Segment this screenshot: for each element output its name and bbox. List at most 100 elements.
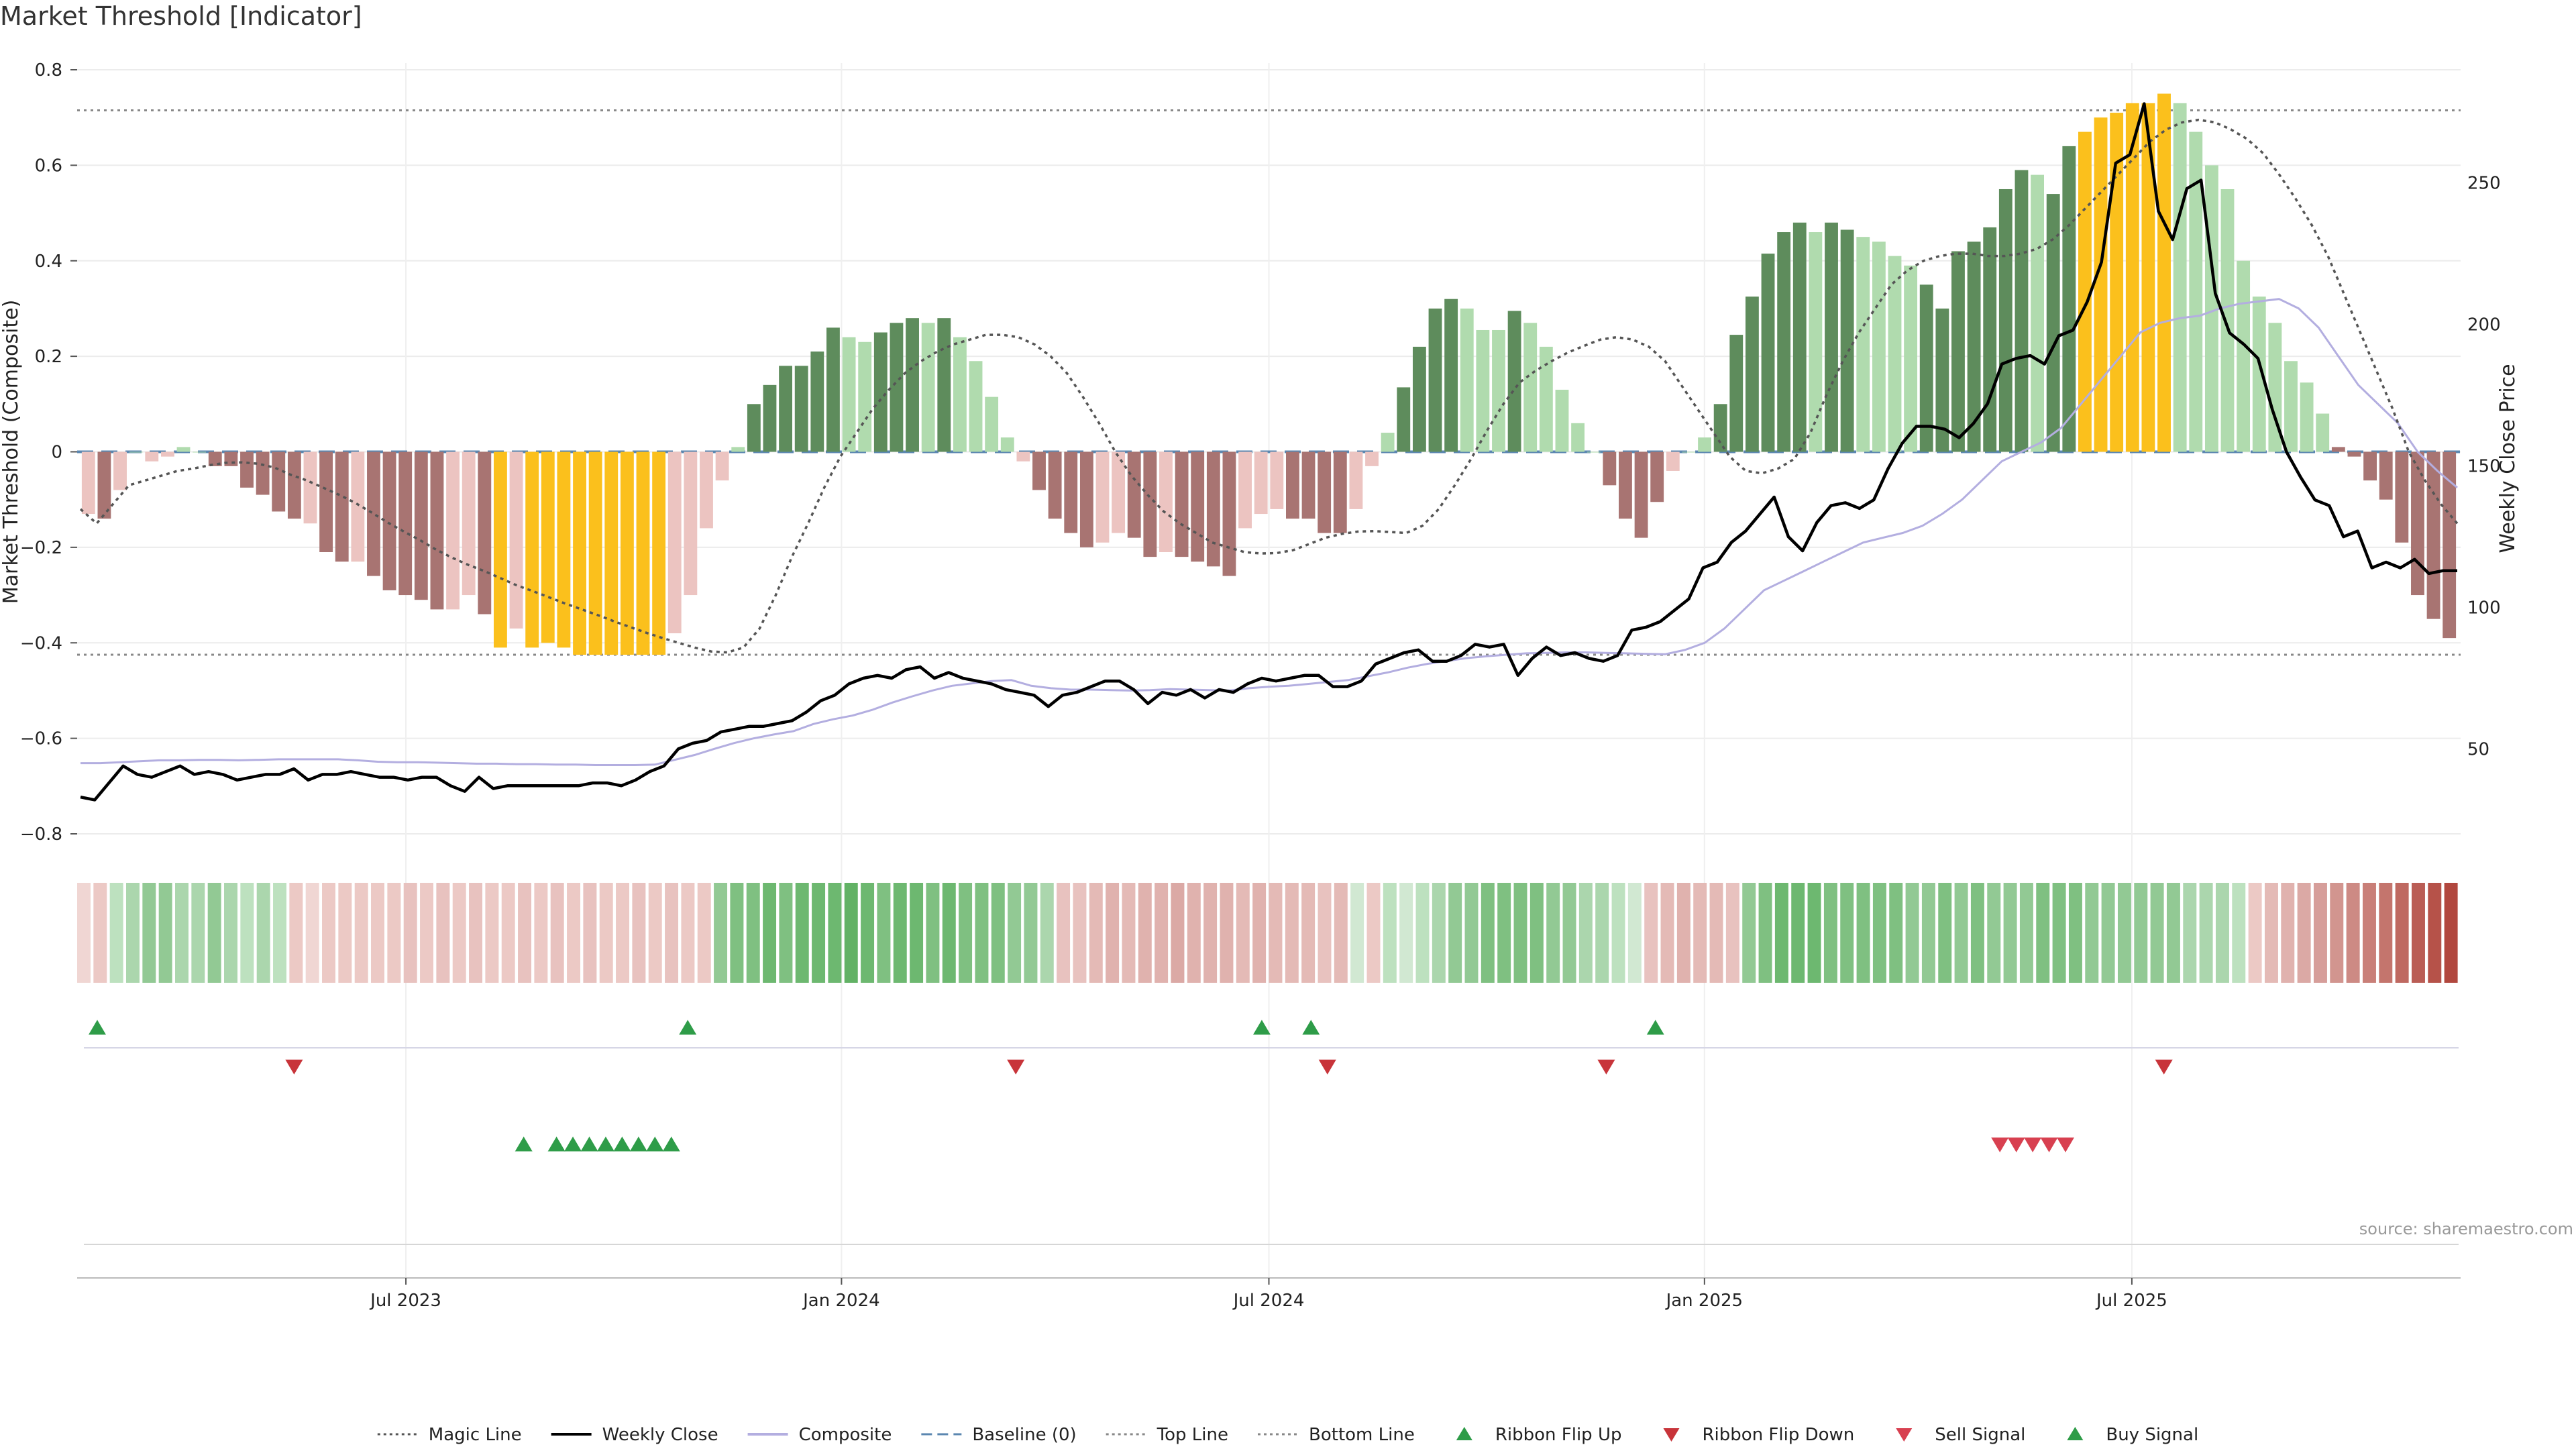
ribbon-cell bbox=[812, 883, 826, 983]
composite-bar bbox=[1079, 451, 1093, 547]
composite-bar bbox=[1555, 389, 1569, 452]
composite-bar bbox=[1016, 451, 1030, 462]
ribbon-cell bbox=[1627, 883, 1642, 983]
composite-bar bbox=[1523, 323, 1538, 452]
ribbon-flip-up-marker bbox=[1252, 1020, 1271, 1035]
ribbon-cell bbox=[1383, 883, 1397, 983]
ribbon-cell bbox=[1611, 883, 1625, 983]
ribbon-cell bbox=[2444, 883, 2458, 983]
composite-bar bbox=[794, 366, 808, 452]
legend-item-magic-line: Magic Line bbox=[377, 1425, 522, 1445]
composite-bar bbox=[1191, 451, 1205, 562]
ribbon-cell bbox=[2085, 883, 2099, 983]
composite-bar bbox=[1729, 335, 1743, 452]
ribbon-cell bbox=[1497, 883, 1511, 983]
composite-bar bbox=[858, 341, 872, 452]
legend-label: Ribbon Flip Up bbox=[1495, 1425, 1622, 1445]
ribbon-cell bbox=[1252, 883, 1267, 983]
ribbon-cell bbox=[1954, 883, 1968, 983]
y-right-tick-label: 250 bbox=[2467, 174, 2501, 194]
composite-bar bbox=[430, 451, 444, 610]
y-left-tick-label: 0.6 bbox=[35, 156, 62, 176]
composite-bar bbox=[176, 447, 191, 452]
ribbon-cell bbox=[567, 883, 581, 983]
ribbon-cell bbox=[2428, 883, 2442, 983]
composite-bar bbox=[731, 447, 745, 452]
ribbon-cell bbox=[452, 883, 466, 983]
ribbon-cell bbox=[175, 883, 189, 983]
legend-label: Ribbon Flip Down bbox=[1702, 1425, 1854, 1445]
ribbon-cell bbox=[1089, 883, 1103, 983]
ribbon-cell bbox=[1155, 883, 1169, 983]
composite-bar bbox=[1840, 229, 1854, 452]
composite-bar bbox=[1333, 451, 1347, 533]
composite-bar bbox=[1301, 451, 1316, 519]
composite-bar bbox=[2411, 451, 2424, 596]
ribbon-cell bbox=[681, 883, 695, 983]
composite-bar bbox=[921, 323, 935, 452]
composite-bar bbox=[2443, 451, 2457, 639]
composite-bar bbox=[1112, 451, 1126, 533]
y-right-axis-label: Weekly Close Price bbox=[2496, 364, 2520, 553]
composite-bar bbox=[1967, 241, 1981, 452]
composite-bar bbox=[1318, 451, 1332, 533]
ribbon-cell bbox=[2281, 883, 2295, 983]
ribbon-cell bbox=[2134, 883, 2148, 983]
ribbon-cell bbox=[1236, 883, 1250, 983]
buy-signal-marker bbox=[662, 1136, 680, 1152]
ribbon-cell bbox=[1807, 883, 1821, 983]
composite-bar bbox=[557, 451, 571, 648]
ribbon-cell bbox=[926, 883, 940, 983]
ribbon-flip-up-marker bbox=[1302, 1020, 1320, 1035]
composite-bar bbox=[335, 451, 349, 562]
ribbon-cell bbox=[240, 883, 254, 983]
ribbon-cell bbox=[338, 883, 352, 983]
legend-item-composite: Composite bbox=[747, 1425, 892, 1445]
x-tick-label: Jul 2024 bbox=[1232, 1291, 1305, 1311]
composite-bar bbox=[160, 451, 174, 457]
composite-bar bbox=[1698, 437, 1711, 452]
ribbon-cell bbox=[1269, 883, 1283, 983]
ribbon-cell bbox=[1106, 883, 1120, 983]
composite-bar bbox=[1064, 451, 1078, 533]
composite-bar bbox=[810, 352, 824, 452]
composite-bar bbox=[1254, 451, 1268, 515]
legend-swatch bbox=[1456, 1427, 1472, 1440]
ribbon-cell bbox=[256, 883, 270, 983]
composite-bar bbox=[113, 451, 127, 490]
composite-bar bbox=[1428, 308, 1442, 452]
composite-bar bbox=[240, 451, 254, 488]
composite-bar bbox=[1998, 189, 2012, 452]
ribbon-cell bbox=[665, 883, 679, 983]
ribbon-cell bbox=[1057, 883, 1071, 983]
ribbon-cell bbox=[371, 883, 384, 983]
axes-layer: −0.8 −0.6 −0.4 −0.2 0 0.2 0.4 0.6 0.8 50 100 150 200… bbox=[0, 60, 2520, 845]
ribbon-cell bbox=[730, 883, 744, 983]
ribbon-cell bbox=[2150, 883, 2164, 983]
y-right-tick-label: 150 bbox=[2467, 457, 2501, 477]
ribbon-flip-down-marker bbox=[1597, 1059, 1615, 1075]
ribbon-cell bbox=[795, 883, 809, 983]
ribbon-cell bbox=[485, 883, 499, 983]
composite-bar bbox=[193, 451, 207, 453]
ribbon-cell bbox=[2036, 883, 2050, 983]
legend-swatch bbox=[1663, 1428, 1680, 1442]
composite-bar bbox=[1032, 451, 1046, 490]
composite-bar bbox=[1603, 451, 1617, 486]
y-right-tick-label: 50 bbox=[2467, 739, 2489, 759]
composite-bar bbox=[2125, 103, 2139, 452]
ribbon-cell bbox=[2068, 883, 2082, 983]
ribbon-cell bbox=[2330, 883, 2344, 983]
ribbon-cell bbox=[1546, 883, 1560, 983]
ribbon-cell bbox=[2379, 883, 2393, 983]
ribbon-cell bbox=[616, 883, 630, 983]
ribbon-cell bbox=[1301, 883, 1316, 983]
legend-label: Weekly Close bbox=[602, 1425, 718, 1445]
composite-bar bbox=[1206, 451, 1220, 567]
composite-bar bbox=[747, 404, 761, 452]
buy-signal-marker bbox=[646, 1136, 664, 1152]
ribbon-cell bbox=[126, 883, 140, 983]
ribbon-cell bbox=[1122, 883, 1136, 983]
ribbon-cell bbox=[550, 883, 564, 983]
composite-bar bbox=[367, 451, 380, 576]
